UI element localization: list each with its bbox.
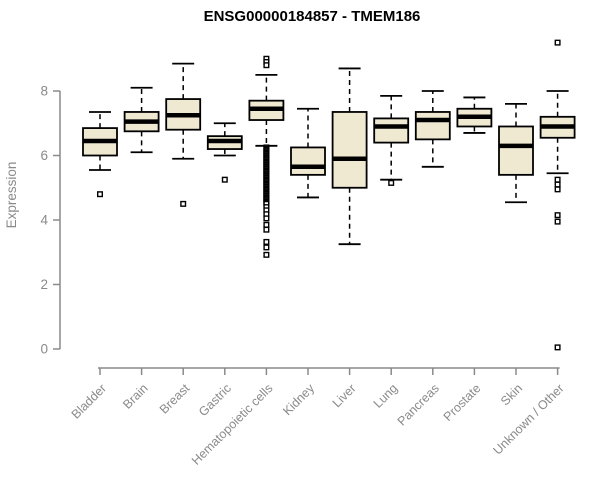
y-tick-label: 6 (40, 148, 48, 163)
boxplot-lung (373, 94, 410, 186)
y-tick-label: 0 (40, 342, 48, 357)
boxplot-liver (331, 67, 368, 246)
x-tick-label: Gastric (196, 381, 234, 419)
x-tick-label: Liver (330, 381, 359, 410)
iqr-box (414, 111, 451, 141)
boxplot-skin (498, 103, 534, 204)
x-tick-label: Pancreas (395, 381, 442, 428)
y-tick-label: 4 (40, 213, 48, 228)
boxplot-brain (123, 86, 160, 154)
x-tick-label: Bladder (69, 381, 109, 421)
outlier-point (554, 181, 561, 188)
outlier-point (554, 186, 561, 193)
outlier-point (554, 176, 561, 183)
iqr-box (290, 146, 326, 176)
x-tick-label: Skin (498, 381, 525, 408)
y-tick-label: 2 (40, 277, 48, 292)
x-tick-label: Lung (371, 381, 401, 411)
x-tick-label: Prostate (441, 381, 484, 424)
chart-title: ENSG00000184857 - TMEM186 (204, 8, 421, 25)
boxplot-breast (165, 62, 202, 207)
outlier-point (554, 212, 561, 219)
outlier-point (263, 62, 270, 69)
boxplot-kidney (290, 107, 326, 199)
outlier-point (263, 226, 270, 233)
x-tick-label: Kidney (280, 381, 317, 418)
boxplot-series (82, 39, 576, 351)
outlier-point (263, 244, 270, 251)
outlier-point (263, 251, 270, 258)
x-tick-label: Unknown / Other (490, 381, 566, 457)
y-tick-label: 8 (40, 84, 48, 99)
y-axis-label: Expression (4, 162, 19, 229)
boxplot-prostate (456, 96, 493, 134)
iqr-box (331, 111, 368, 189)
iqr-box (373, 117, 410, 144)
x-tick-label: Hematopoietic cells (189, 381, 276, 468)
outlier-point (221, 176, 228, 183)
outlier-point (554, 218, 561, 225)
outlier-point (554, 344, 561, 351)
x-tick-label: Breast (157, 381, 193, 417)
outlier-point (554, 39, 561, 46)
boxplot-unknown-other (539, 39, 576, 351)
boxplot-hematopoietic-cells (248, 55, 285, 258)
x-tick-label: Brain (120, 381, 151, 412)
outlier-point (180, 200, 187, 207)
iqr-box (498, 125, 534, 176)
outlier-point (96, 191, 103, 198)
outlier-point (263, 221, 270, 228)
boxplot-pancreas (414, 90, 451, 168)
outlier-point (388, 179, 395, 186)
outlier-point (263, 215, 270, 222)
boxplot-gastric (206, 122, 243, 183)
boxplot-bladder (82, 111, 118, 198)
y-axis: 0 2 4 6 8 (40, 84, 61, 357)
outlier-point (263, 238, 270, 245)
